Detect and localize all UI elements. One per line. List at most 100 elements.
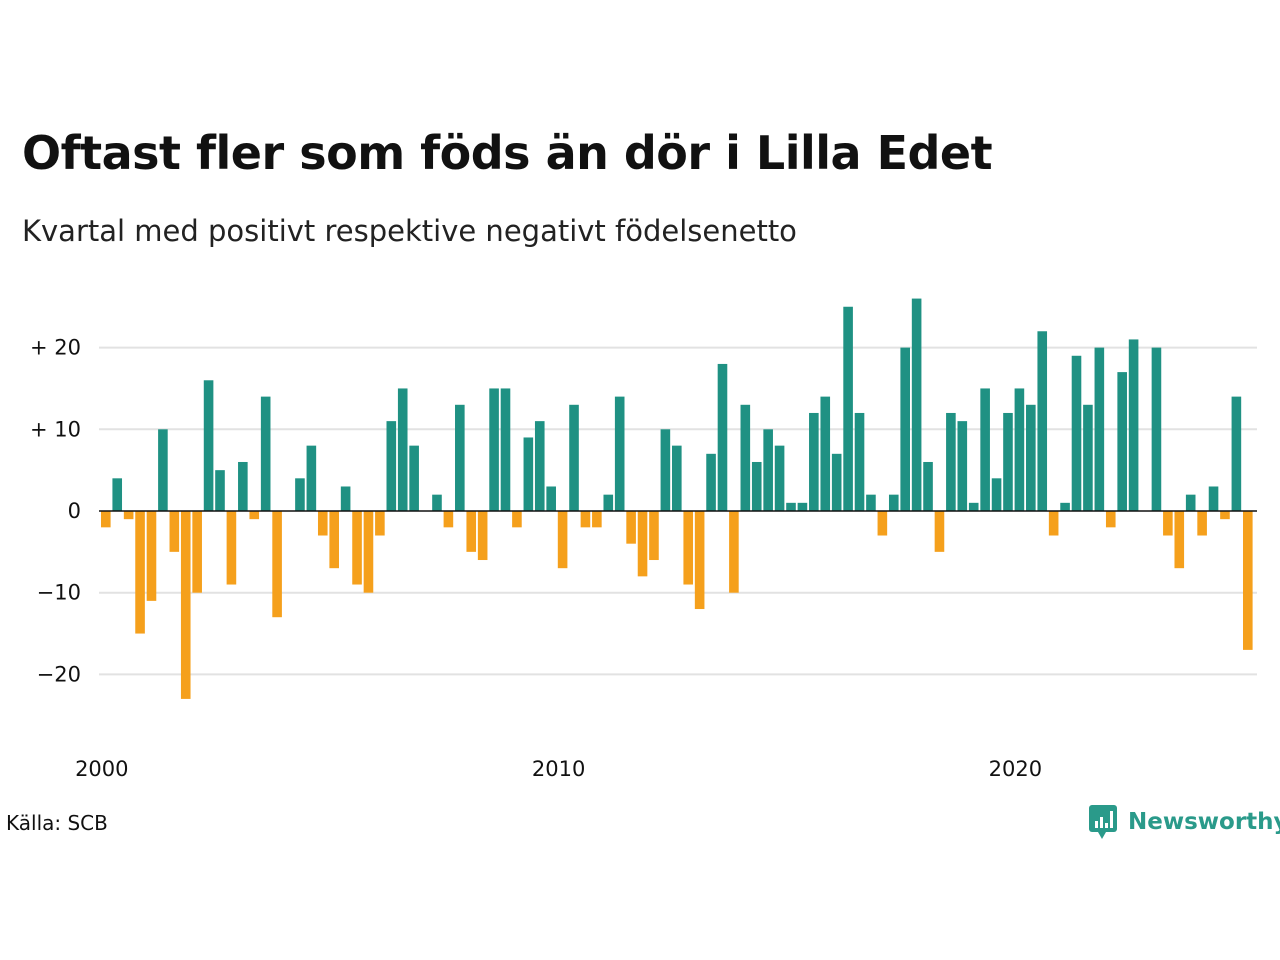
bar-positive <box>546 486 556 511</box>
bar-negative <box>123 511 134 520</box>
bar-positive <box>843 306 853 511</box>
bar-negative <box>466 511 477 552</box>
bar-positive <box>295 478 305 511</box>
bar-positive <box>1003 412 1013 511</box>
bar-negative <box>694 511 705 610</box>
bar-positive <box>500 388 511 511</box>
bar-negative <box>1048 511 1059 536</box>
y-tick-label: + 10 <box>30 417 81 441</box>
bar-negative <box>1197 511 1207 536</box>
bar-positive <box>946 412 956 511</box>
bar-positive <box>968 502 979 511</box>
bar-positive <box>706 453 716 511</box>
bar-positive <box>911 298 922 511</box>
bar-positive <box>260 396 271 511</box>
source-note: Källa: SCB <box>6 811 108 835</box>
bar-positive <box>740 404 751 511</box>
bar-negative <box>375 511 385 536</box>
bar-negative <box>272 511 282 618</box>
x-tick-label: 2000 <box>75 757 128 781</box>
bar-positive <box>1117 372 1127 511</box>
bar-positive <box>774 445 785 511</box>
bar-negative <box>249 511 260 520</box>
bar-negative <box>226 511 237 585</box>
y-tick-label: + 20 <box>30 336 81 360</box>
bar-negative <box>637 511 648 577</box>
bar-positive <box>820 396 831 511</box>
bars <box>101 298 1253 699</box>
x-tick-label: 2020 <box>989 757 1042 781</box>
y-tick-label: −10 <box>37 581 81 605</box>
bar-positive <box>306 445 317 511</box>
y-axis-ticks: −20 −10 0 + 10 + 20 <box>30 336 81 687</box>
bar-negative <box>1163 511 1173 536</box>
bar-positive <box>660 429 671 511</box>
bar-positive <box>1037 331 1048 511</box>
bar-positive <box>1026 404 1036 511</box>
bar-positive <box>603 494 614 511</box>
bar-positive <box>1128 339 1139 511</box>
bar-negative <box>649 511 659 561</box>
bar-positive <box>409 445 419 511</box>
bar-positive <box>751 461 762 511</box>
y-tick-label: 0 <box>68 499 81 523</box>
bar-positive <box>432 494 442 511</box>
bar-negative <box>1220 511 1230 520</box>
bar-positive <box>455 404 465 511</box>
bar-negative <box>329 511 339 569</box>
bar-positive <box>238 461 248 511</box>
bar-positive <box>980 388 990 511</box>
bar-positive <box>1071 355 1082 511</box>
bar-positive <box>112 478 123 511</box>
bar-negative <box>477 511 488 561</box>
bar-negative <box>683 511 694 585</box>
bar-positive <box>340 486 351 511</box>
bar-positive <box>569 404 579 511</box>
bar-positive <box>1094 347 1105 511</box>
bar-negative <box>626 511 636 544</box>
bar-negative <box>512 511 522 528</box>
bar-positive <box>809 412 819 511</box>
bar-negative <box>877 511 888 536</box>
chart-subtitle: Kvartal med positivt respektive negativt… <box>22 214 797 248</box>
bar-positive <box>523 437 534 511</box>
bar-positive <box>1060 502 1070 511</box>
bar-positive <box>1231 396 1242 511</box>
bar-positive <box>1208 486 1219 511</box>
x-tick-label: 2010 <box>532 757 585 781</box>
x-axis-ticks: 2000 2010 2020 <box>75 757 1042 781</box>
bar-negative <box>317 511 328 536</box>
y-tick-label: −20 <box>37 662 81 686</box>
bar-positive <box>386 421 397 511</box>
bar-negative <box>352 511 362 585</box>
bar-positive <box>1151 347 1162 511</box>
brand-name: Newsworthy <box>1128 809 1280 835</box>
bar-positive <box>158 429 168 511</box>
bar-negative <box>180 511 191 699</box>
bar-positive <box>717 363 728 511</box>
bar-positive <box>1185 494 1196 511</box>
bar-positive <box>763 429 773 511</box>
newsworthy-logo-icon <box>1089 805 1117 839</box>
bar-positive <box>203 380 214 511</box>
bar-positive <box>923 461 933 511</box>
bar-positive <box>215 470 225 511</box>
bar-positive <box>672 445 682 511</box>
bar-positive <box>614 396 625 511</box>
bar-positive <box>797 502 808 511</box>
bar-negative <box>580 511 591 528</box>
brand-logo: Newsworthy <box>1088 804 1280 840</box>
grid-lines <box>99 346 1257 676</box>
bar-positive <box>1014 388 1025 511</box>
bar-negative <box>934 511 945 552</box>
bar-positive <box>888 494 899 511</box>
bar-negative <box>592 511 602 528</box>
bar-negative <box>443 511 454 528</box>
bar-negative <box>363 511 374 593</box>
bar-positive <box>866 494 876 511</box>
bar-negative <box>101 511 111 528</box>
bar-positive <box>991 478 1002 511</box>
bar-negative <box>1174 511 1185 569</box>
bar-negative <box>192 511 202 593</box>
